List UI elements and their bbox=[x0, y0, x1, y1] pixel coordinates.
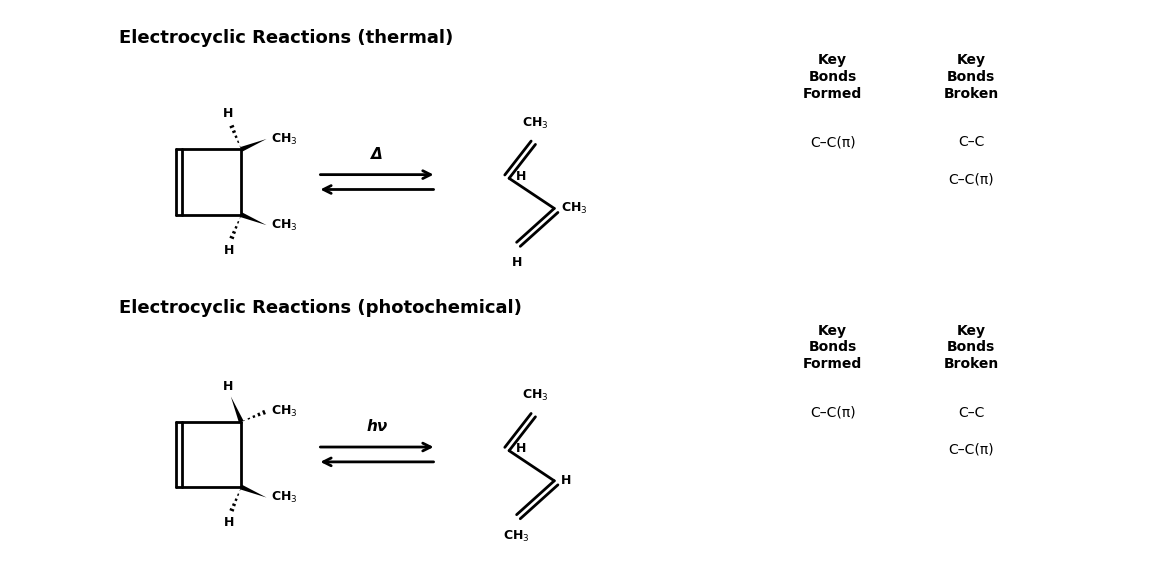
Polygon shape bbox=[230, 397, 243, 423]
Text: Electrocyclic Reactions (thermal): Electrocyclic Reactions (thermal) bbox=[120, 29, 454, 46]
Text: Key
Bonds
Broken: Key Bonds Broken bbox=[944, 53, 999, 101]
Text: C–C(π): C–C(π) bbox=[810, 406, 856, 420]
Text: CH$_3$: CH$_3$ bbox=[271, 217, 298, 233]
Text: H: H bbox=[223, 244, 234, 257]
Text: H: H bbox=[223, 516, 234, 529]
Text: H: H bbox=[511, 256, 521, 269]
Text: CH$_3$: CH$_3$ bbox=[271, 131, 298, 146]
Text: CH$_3$: CH$_3$ bbox=[523, 115, 548, 131]
Text: Key
Bonds
Formed: Key Bonds Formed bbox=[803, 53, 863, 101]
Text: CH$_3$: CH$_3$ bbox=[561, 201, 588, 216]
Text: H: H bbox=[222, 107, 233, 120]
Text: Δ: Δ bbox=[371, 146, 383, 162]
Text: Key
Bonds
Broken: Key Bonds Broken bbox=[944, 323, 999, 371]
Text: H: H bbox=[516, 170, 526, 183]
Text: hν: hν bbox=[367, 419, 388, 434]
Polygon shape bbox=[240, 139, 267, 152]
Text: CH$_3$: CH$_3$ bbox=[271, 490, 298, 505]
Text: C–C: C–C bbox=[958, 135, 985, 149]
Text: CH$_3$: CH$_3$ bbox=[523, 388, 548, 403]
Text: C–C(π): C–C(π) bbox=[949, 442, 994, 456]
Text: Key
Bonds
Formed: Key Bonds Formed bbox=[803, 323, 863, 371]
Text: C–C: C–C bbox=[958, 406, 985, 420]
Polygon shape bbox=[240, 213, 267, 225]
Text: CH$_3$: CH$_3$ bbox=[503, 529, 530, 544]
Text: CH$_3$: CH$_3$ bbox=[271, 404, 298, 419]
Text: C–C(π): C–C(π) bbox=[810, 135, 856, 149]
Text: Electrocyclic Reactions (photochemical): Electrocyclic Reactions (photochemical) bbox=[120, 299, 523, 317]
Text: H: H bbox=[222, 380, 233, 393]
Text: H: H bbox=[561, 474, 572, 488]
Text: H: H bbox=[516, 442, 526, 455]
Text: C–C(π): C–C(π) bbox=[949, 172, 994, 186]
Polygon shape bbox=[240, 485, 267, 498]
